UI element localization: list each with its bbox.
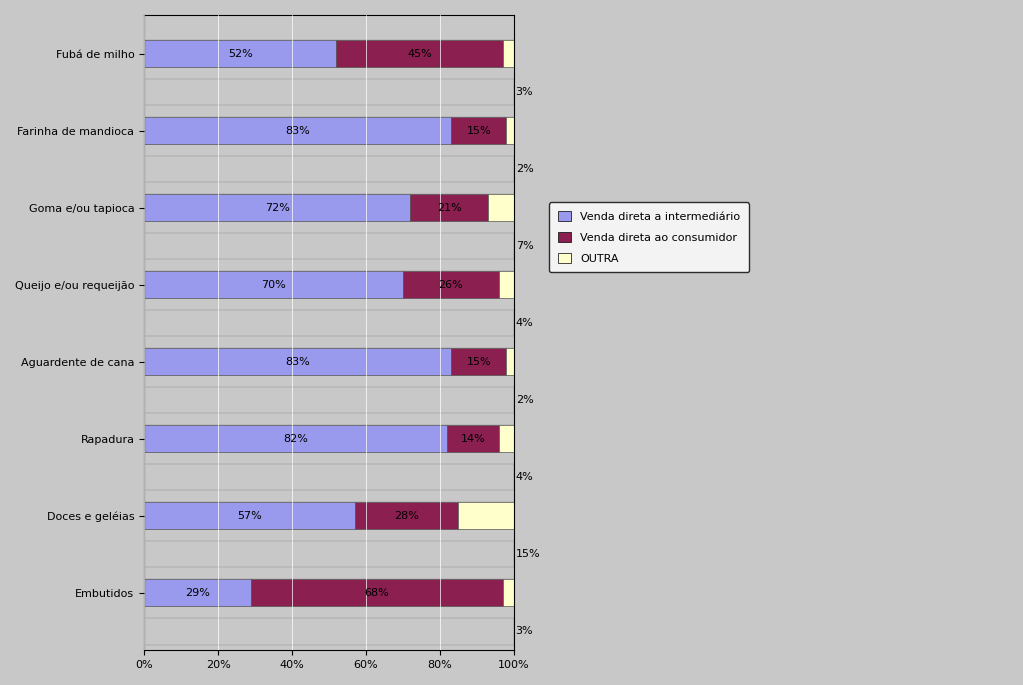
Bar bbox=[499, 271, 514, 298]
Bar bbox=[144, 425, 514, 452]
Text: 29%: 29% bbox=[185, 588, 211, 597]
Bar bbox=[447, 425, 499, 452]
Bar bbox=[144, 79, 514, 105]
Bar bbox=[451, 348, 506, 375]
Legend: Venda direta a intermediário, Venda direta ao consumidor, OUTRA: Venda direta a intermediário, Venda dire… bbox=[549, 202, 749, 273]
Text: 72%: 72% bbox=[265, 203, 290, 212]
Bar bbox=[144, 40, 514, 67]
Text: 4%: 4% bbox=[516, 472, 533, 482]
Bar bbox=[144, 579, 252, 606]
Text: 2%: 2% bbox=[516, 395, 533, 405]
Bar bbox=[502, 579, 514, 606]
Bar bbox=[337, 40, 502, 67]
Bar bbox=[144, 117, 514, 144]
Bar bbox=[144, 386, 514, 414]
Bar bbox=[144, 271, 514, 298]
Bar bbox=[451, 117, 506, 144]
Text: 70%: 70% bbox=[261, 279, 286, 290]
Bar bbox=[355, 502, 458, 529]
Text: 82%: 82% bbox=[283, 434, 308, 443]
Text: 7%: 7% bbox=[516, 241, 533, 251]
Bar bbox=[488, 194, 514, 221]
Text: 45%: 45% bbox=[407, 49, 432, 58]
Text: 57%: 57% bbox=[237, 510, 262, 521]
Text: 2%: 2% bbox=[516, 164, 533, 174]
Bar bbox=[506, 348, 514, 375]
Bar bbox=[144, 194, 514, 221]
Bar bbox=[144, 117, 451, 144]
Bar bbox=[144, 502, 514, 529]
Bar bbox=[144, 425, 447, 452]
Text: 26%: 26% bbox=[439, 279, 463, 290]
Bar bbox=[144, 502, 355, 529]
Text: 52%: 52% bbox=[228, 49, 253, 58]
Bar bbox=[144, 540, 514, 567]
Text: 3%: 3% bbox=[516, 87, 533, 97]
Bar bbox=[144, 194, 410, 221]
Text: 15%: 15% bbox=[516, 549, 540, 559]
Bar bbox=[458, 502, 514, 529]
Text: 14%: 14% bbox=[460, 434, 486, 443]
Bar bbox=[144, 232, 514, 260]
Bar bbox=[403, 271, 499, 298]
Bar bbox=[144, 618, 514, 645]
Text: 68%: 68% bbox=[365, 588, 390, 597]
Bar bbox=[502, 40, 514, 67]
Bar bbox=[144, 348, 514, 375]
Bar bbox=[506, 117, 514, 144]
Text: 15%: 15% bbox=[466, 125, 491, 136]
Bar bbox=[252, 579, 502, 606]
Text: 28%: 28% bbox=[394, 510, 419, 521]
Text: 3%: 3% bbox=[516, 626, 533, 636]
Bar bbox=[144, 310, 514, 336]
Bar bbox=[144, 348, 451, 375]
Bar bbox=[410, 194, 488, 221]
Bar bbox=[144, 155, 514, 182]
Bar bbox=[499, 425, 514, 452]
Text: 83%: 83% bbox=[285, 356, 310, 366]
Bar bbox=[144, 464, 514, 490]
Text: 4%: 4% bbox=[516, 318, 533, 328]
Text: 15%: 15% bbox=[466, 356, 491, 366]
Bar bbox=[144, 40, 337, 67]
Text: 83%: 83% bbox=[285, 125, 310, 136]
Bar bbox=[144, 579, 514, 606]
Text: 21%: 21% bbox=[437, 203, 461, 212]
Bar bbox=[144, 271, 403, 298]
